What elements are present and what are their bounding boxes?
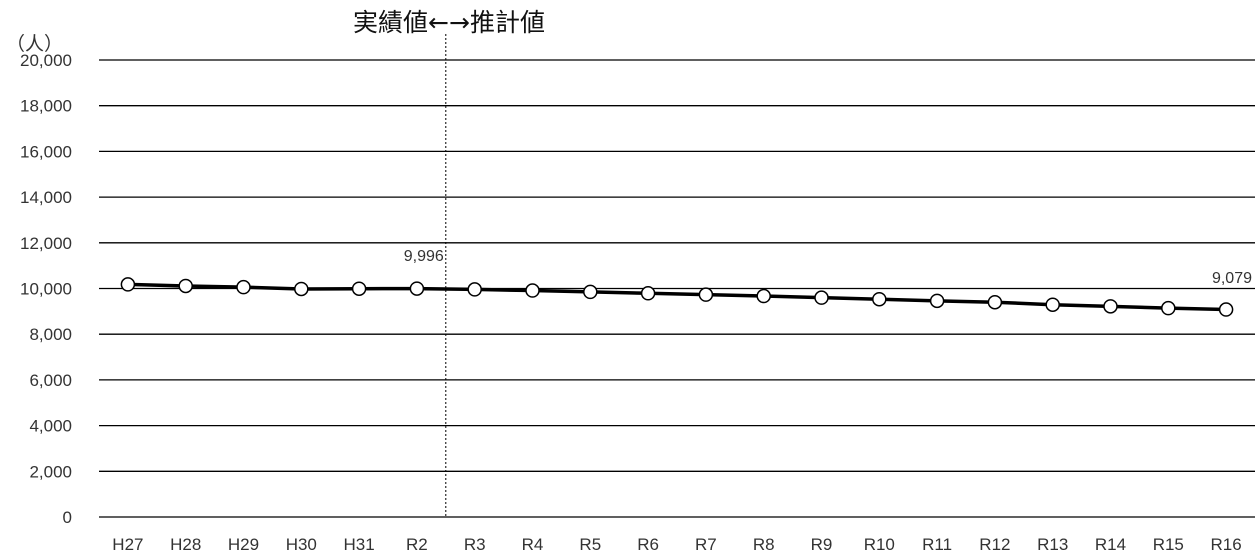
x-tick-label: R11 [922,535,952,554]
y-tick-label: 20,000 [20,51,72,70]
x-tick-label: R9 [811,535,833,554]
x-tick-label: H28 [170,535,201,554]
y-tick-label: 12,000 [20,234,72,253]
y-tick-label: 6,000 [29,371,72,390]
x-tick-label: R15 [1153,535,1184,554]
x-tick-label: H27 [112,535,143,554]
series-line [127,282,1227,312]
data-point [814,290,829,305]
actual-vs-estimate-label: 実績値←→推計値 [353,8,545,37]
data-point [120,277,136,292]
x-tick-label: R13 [1037,535,1068,554]
y-tick-label: 4,000 [29,417,72,436]
y-axis-tick-labels: 0 2,000 4,000 6,000 8,000 10,000 12,000 14,000 1… [20,51,72,527]
data-point [351,281,367,296]
data-point [756,288,771,304]
y-tick-label: 16,000 [20,142,72,161]
x-tick-label: H30 [286,535,317,554]
x-tick-label: R10 [864,535,895,554]
data-point [987,294,1003,310]
y-tick-label: 14,000 [20,188,72,207]
data-point [640,286,656,301]
data-point [872,291,887,307]
data-point [1045,297,1060,312]
data-point [1161,300,1176,316]
x-tick-label: R7 [695,535,717,554]
y-axis-unit-label: （人） [6,33,63,55]
x-tick-label: R5 [579,535,601,554]
x-tick-label: R14 [1095,535,1126,554]
data-label: 9,079 [1212,270,1252,287]
x-tick-label: R16 [1211,535,1242,554]
x-axis-tick-labels: H27 H28 H29 H30 H31 R2 R3 R4 R5 R6 R7 R8 R9 R10 R11 R12… [112,535,1241,554]
x-tick-label: R8 [753,535,775,554]
series [120,277,1234,317]
data-point [467,282,482,297]
data-point [525,283,540,298]
data-point [294,281,309,297]
x-tick-label: R2 [406,535,428,554]
data-point [698,287,714,302]
data-point [583,284,598,300]
x-tick-label: R6 [637,535,659,554]
x-tick-label: R4 [522,535,544,554]
y-tick-label: 8,000 [29,325,72,344]
data-point [409,281,425,296]
data-point [236,279,251,295]
data-labels: 9,996 9,079 [404,248,1252,287]
y-tick-label: 2,000 [29,462,72,481]
x-tick-label: H31 [344,535,375,554]
x-tick-label: R3 [464,535,486,554]
data-point [1218,302,1234,317]
data-point [178,278,193,294]
data-point [929,293,945,309]
y-tick-label: 0 [63,508,72,527]
y-tick-label: 18,000 [20,97,72,116]
y-tick-label: 10,000 [20,280,72,299]
data-point [1103,299,1118,314]
data-label: 9,996 [404,248,444,265]
x-tick-label: H29 [228,535,259,554]
x-tick-label: R12 [979,535,1010,554]
